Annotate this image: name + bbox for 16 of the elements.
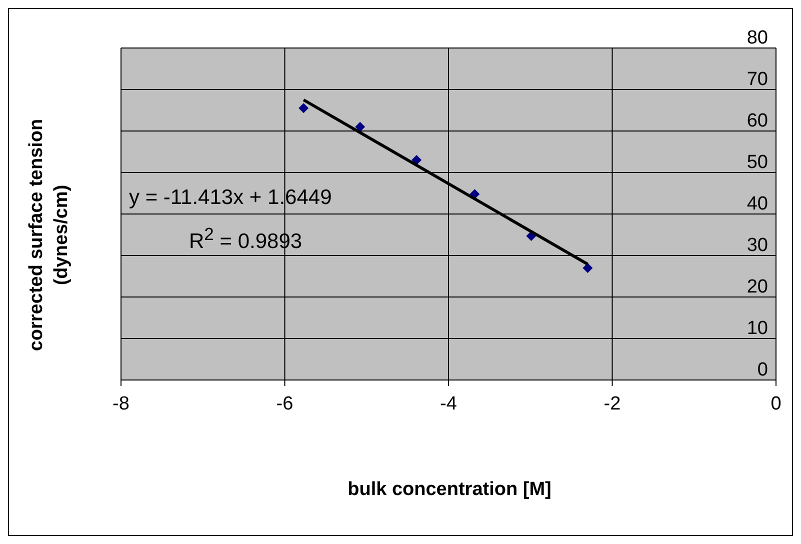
y-tick-label: 40 (746, 194, 768, 215)
y-tick-label: 60 (746, 110, 768, 132)
x-tick-label: -4 (440, 393, 458, 414)
x-tick-label: -8 (112, 393, 130, 414)
y-tick-label: 20 (746, 276, 768, 298)
y-axis-title: corrected surface tension (dynes/cm) (25, 118, 73, 354)
y-tick-label: 30 (746, 235, 768, 256)
x-tick-label: 0 (770, 393, 782, 414)
x-tick-label: -6 (276, 393, 294, 414)
y-tick-label: 80 (746, 28, 768, 49)
x-tick-label: -2 (604, 393, 621, 414)
x-axis-title: bulk concentration [M] (346, 479, 552, 501)
y-tick-label: 70 (746, 69, 768, 90)
y-tick-label: 10 (746, 318, 768, 340)
y-tick-label: 0 (757, 360, 768, 381)
y-tick-label: 50 (746, 152, 768, 174)
